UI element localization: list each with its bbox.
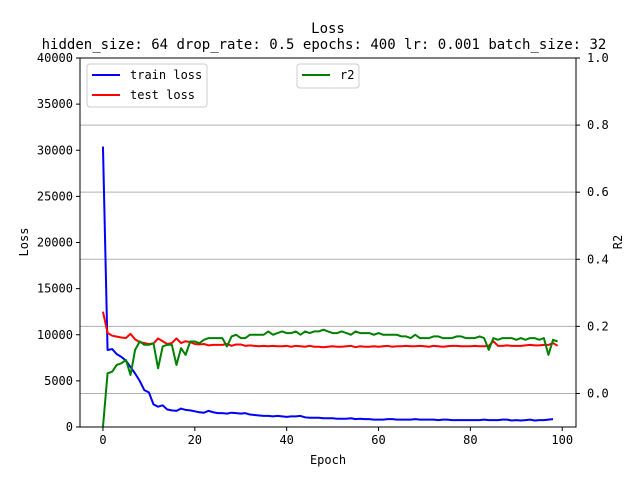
y-right-tick-label-0: 0.0: [587, 386, 609, 400]
y-left-tick-label-5: 25000: [37, 189, 73, 203]
legend-label-train-loss: train loss: [130, 68, 202, 82]
x-axis-ticks: 0 20 40 60 80 100: [99, 427, 573, 447]
y-axis-left-label: Loss: [17, 228, 31, 257]
y-left-tick-label-7: 35000: [37, 97, 73, 111]
series-layer: [101, 146, 559, 428]
x-tick-label-5: 100: [551, 433, 573, 447]
y-axis-left-ticks: 0 5000 10000 15000 20000 25000 30000 35000 40000: [37, 51, 80, 434]
x-axis-label: Epoch: [310, 453, 346, 467]
x-tick-label-0: 0: [99, 433, 106, 447]
y-right-tick-label-5: 1.0: [587, 51, 609, 65]
x-tick-label-2: 40: [279, 433, 293, 447]
y-left-tick-label-1: 5000: [44, 374, 73, 388]
series-line-test-loss: [101, 311, 559, 349]
y-axis-right-label: R2: [611, 235, 625, 249]
series-line-train-loss: [101, 146, 554, 422]
y-right-tick-label-2: 0.4: [587, 252, 609, 266]
y-left-tick-label-6: 30000: [37, 143, 73, 157]
plot-frame: [79, 57, 577, 428]
legend-label-test-loss: test loss: [130, 88, 195, 102]
x-tick-label-4: 80: [463, 433, 477, 447]
y-right-tick-label-4: 0.8: [587, 118, 609, 132]
y-axis-right-ticks: 0.0 0.2 0.4 0.6 0.8 1.0: [576, 51, 609, 400]
y-left-tick-label-8: 40000: [37, 51, 73, 65]
legend-label-r2: r2: [340, 68, 354, 82]
y-left-tick-label-0: 0: [66, 420, 73, 434]
x-tick-label-1: 20: [188, 433, 202, 447]
x-tick-label-3: 60: [371, 433, 385, 447]
chart-subtitle: hidden_size: 64 drop_rate: 0.5 epochs: 4…: [42, 37, 607, 53]
y-left-tick-label-4: 20000: [37, 236, 73, 250]
legend-right: r2: [296, 63, 360, 89]
y-right-tick-label-1: 0.2: [587, 319, 609, 333]
chart-title: Loss: [311, 21, 345, 37]
y-left-tick-label-3: 15000: [37, 282, 73, 296]
legend-left: train loss test loss: [86, 63, 208, 108]
y-left-tick-label-2: 10000: [37, 328, 73, 342]
series-line-r2: [101, 328, 558, 428]
y-right-tick-label-3: 0.6: [587, 185, 609, 199]
